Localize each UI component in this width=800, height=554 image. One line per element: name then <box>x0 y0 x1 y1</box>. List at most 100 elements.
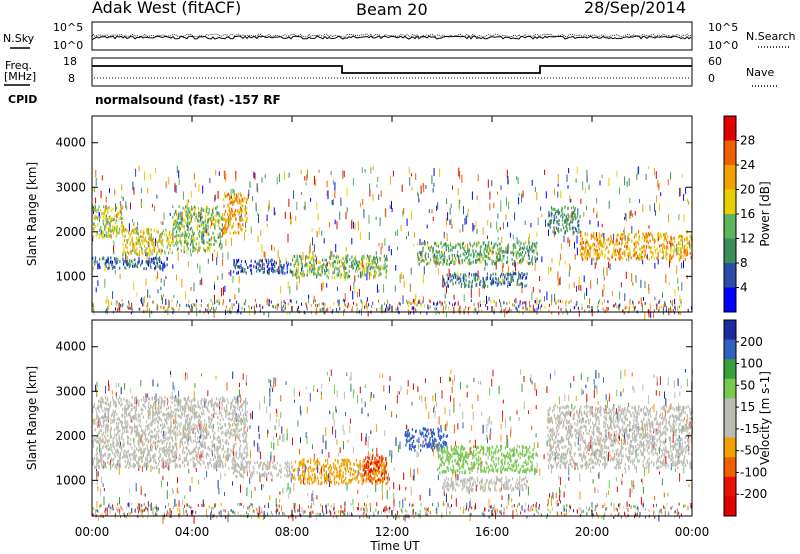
noise-cell <box>222 228 224 238</box>
echo-cell <box>561 211 564 215</box>
noise-cell <box>266 406 268 413</box>
y-tick-label: 1000 <box>55 269 86 283</box>
noise-cell <box>223 286 224 296</box>
noise-cell <box>658 514 660 522</box>
noise-cell <box>413 474 415 481</box>
echo-cell <box>107 257 110 261</box>
echo-cell <box>296 269 298 273</box>
noise-cell <box>326 191 328 197</box>
echo-cell <box>621 242 623 246</box>
clutter-cell <box>509 307 510 311</box>
noise-cell <box>473 377 475 382</box>
clutter-cell <box>566 299 568 303</box>
echo-cell <box>190 237 192 241</box>
noise-cell <box>343 441 344 450</box>
noise-cell <box>489 433 491 440</box>
echo-cell <box>628 237 630 241</box>
noise-cell <box>233 447 235 456</box>
noise-cell <box>343 429 345 436</box>
noise-cell <box>515 262 517 272</box>
echo-cell <box>129 259 131 263</box>
echo-cell <box>144 249 146 253</box>
echo-cell <box>625 246 627 250</box>
echo-cell <box>137 260 139 264</box>
noise-cell <box>398 444 400 453</box>
clutter-cell <box>598 301 599 305</box>
noise-cell <box>629 428 631 432</box>
echo-cell <box>233 196 235 200</box>
noise-cell <box>624 369 626 377</box>
noise-cell <box>340 505 342 509</box>
noise-cell <box>269 203 270 210</box>
noise-cell <box>481 411 483 416</box>
echo-cell <box>595 248 597 252</box>
echo-cell <box>164 252 166 256</box>
echo-cell <box>212 216 214 220</box>
echo-cell <box>163 263 165 267</box>
echo-cell <box>152 261 154 265</box>
noise-cell <box>268 312 270 318</box>
echo-cell <box>617 233 619 237</box>
echo-cell <box>100 209 102 213</box>
noise-cell <box>688 483 690 488</box>
noise-cell <box>108 303 110 310</box>
noise-cell <box>376 502 378 507</box>
noise-cell <box>502 222 504 229</box>
echo-cell <box>300 264 302 268</box>
noise-cell <box>218 488 220 495</box>
echo-cell <box>383 264 385 268</box>
noise-cell <box>603 284 605 291</box>
clutter-cell <box>304 311 306 315</box>
clutter-cell <box>306 307 308 311</box>
echo-cell <box>617 242 619 246</box>
clutter-cell <box>272 305 274 309</box>
echo-cell <box>126 239 128 243</box>
echo-cell <box>245 219 247 223</box>
echo-cell <box>192 249 194 253</box>
echo-cell <box>425 257 427 261</box>
noise-cell <box>389 303 391 310</box>
echo-cell <box>152 248 154 252</box>
clutter-cell <box>540 299 542 303</box>
noise-cell <box>250 412 252 419</box>
echo-cell <box>198 211 200 215</box>
echo-cell <box>240 208 243 211</box>
noise-cell <box>535 433 537 438</box>
echo-cell <box>580 253 582 257</box>
clutter-cell <box>452 303 454 307</box>
echo-cell <box>131 238 133 242</box>
echo-cell <box>448 249 450 253</box>
noise-cell <box>350 383 352 389</box>
noise-cell <box>545 219 546 227</box>
noise-cell <box>345 411 347 417</box>
echo-cell <box>136 252 138 256</box>
echo-cell <box>625 241 627 245</box>
echo-cell <box>296 257 298 261</box>
noise-cell <box>677 277 679 284</box>
noise-cell <box>613 233 614 241</box>
echo-cell <box>246 219 248 223</box>
echo-cell <box>238 197 240 201</box>
echo-cell <box>507 284 509 288</box>
noise-cell <box>384 430 386 437</box>
echo-cell <box>472 244 474 248</box>
echo-cell <box>531 247 533 251</box>
clutter-cell <box>465 305 467 309</box>
noise-cell <box>647 309 649 314</box>
noise-cell <box>685 187 687 194</box>
noise-cell <box>630 210 632 216</box>
echo-cell <box>626 245 628 249</box>
echo-cell <box>522 246 524 250</box>
echo-cell <box>136 238 139 242</box>
echo-cell <box>180 241 182 245</box>
echo-cell <box>665 257 667 261</box>
echo-cell <box>197 207 200 210</box>
clutter-cell <box>251 306 253 310</box>
nsky-trace <box>91 35 692 41</box>
noise-cell <box>325 505 327 514</box>
freq-label-line2: [MHz] <box>4 70 36 83</box>
noise-cell <box>484 280 486 285</box>
echo-cell <box>109 233 111 237</box>
echo-cell <box>640 254 642 258</box>
noise-cell <box>429 488 431 496</box>
